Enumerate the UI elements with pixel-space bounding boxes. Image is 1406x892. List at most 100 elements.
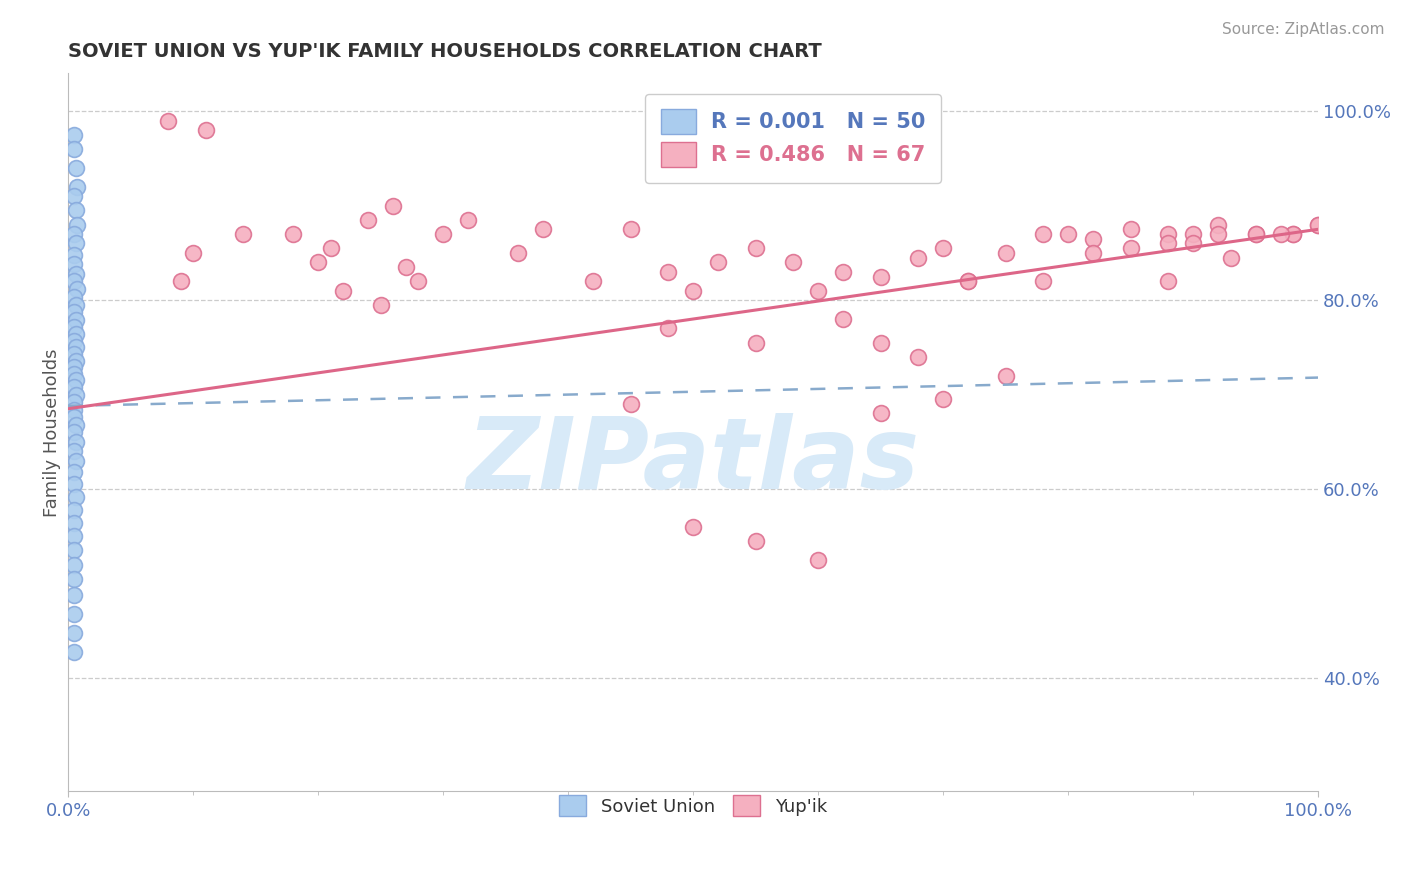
Point (63, 410, 86, 425)
Point (932, 392, 955, 407)
Point (63, 588, 86, 602)
Y-axis label: Family Households: Family Households (44, 348, 60, 516)
Point (357, 212, 380, 227)
Point (1157, 227, 1180, 241)
Point (181, 246, 204, 260)
Point (63, 572, 86, 586)
Point (307, 255, 329, 269)
Point (506, 246, 529, 260)
Point (1119, 241, 1142, 255)
Point (1308, 218, 1330, 232)
Point (63, 189, 86, 203)
Point (65, 161, 87, 175)
Point (432, 227, 454, 241)
Point (66, 282, 89, 296)
Point (457, 212, 479, 227)
Point (657, 265, 679, 279)
Point (1244, 227, 1267, 241)
Point (65, 267, 87, 281)
Point (319, 241, 342, 255)
Point (1032, 227, 1054, 241)
Point (63, 503, 86, 517)
Point (63, 380, 86, 394)
Point (63, 465, 86, 479)
Point (65, 453, 87, 467)
Point (994, 246, 1017, 260)
Point (869, 335, 891, 350)
Point (65, 490, 87, 504)
Point (66, 218, 89, 232)
Point (620, 397, 643, 411)
Point (382, 199, 405, 213)
Point (1157, 274, 1180, 288)
Point (869, 407, 891, 421)
Point (994, 368, 1017, 383)
Point (63, 274, 86, 288)
Point (907, 251, 929, 265)
Point (65, 373, 87, 387)
Point (707, 255, 730, 269)
Point (394, 260, 416, 274)
Point (63, 142, 86, 156)
Point (63, 319, 86, 334)
Point (1081, 232, 1104, 246)
Point (1282, 227, 1305, 241)
Point (1270, 227, 1292, 241)
Point (1308, 218, 1330, 232)
Point (582, 274, 605, 288)
Point (63, 607, 86, 621)
Point (63, 257, 86, 271)
Point (807, 284, 830, 298)
Point (63, 227, 86, 241)
Point (281, 227, 304, 241)
Text: Source: ZipAtlas.com: Source: ZipAtlas.com (1222, 22, 1385, 37)
Text: ZIPatlas: ZIPatlas (467, 413, 920, 509)
Legend: Soviet Union, Yup'ik: Soviet Union, Yup'ik (550, 787, 837, 825)
Point (682, 520, 704, 534)
Point (932, 241, 955, 255)
Point (869, 269, 891, 284)
Point (63, 395, 86, 409)
Point (63, 305, 86, 319)
Point (332, 284, 354, 298)
Point (63, 334, 86, 348)
Point (65, 353, 87, 368)
Point (1206, 218, 1229, 232)
Point (65, 387, 87, 401)
Point (63, 529, 86, 543)
Point (744, 335, 766, 350)
Point (63, 248, 86, 262)
Point (63, 644, 86, 658)
Text: SOVIET UNION VS YUP'IK FAMILY HOUSEHOLDS CORRELATION CHART: SOVIET UNION VS YUP'IK FAMILY HOUSEHOLDS… (67, 42, 823, 61)
Point (1081, 246, 1104, 260)
Point (232, 227, 254, 241)
Point (63, 290, 86, 304)
Point (1244, 227, 1267, 241)
Point (63, 543, 86, 558)
Point (832, 312, 855, 326)
Point (63, 425, 86, 440)
Point (65, 203, 87, 218)
Point (65, 236, 87, 251)
Point (782, 255, 804, 269)
Point (370, 298, 392, 312)
Point (957, 274, 980, 288)
Point (620, 222, 643, 236)
Point (1282, 227, 1305, 241)
Point (657, 321, 679, 335)
Point (169, 274, 191, 288)
Point (1119, 222, 1142, 236)
Point (65, 298, 87, 312)
Point (531, 222, 554, 236)
Point (807, 553, 830, 567)
Point (63, 360, 86, 375)
Point (63, 128, 86, 142)
Point (832, 265, 855, 279)
Point (63, 558, 86, 572)
Point (1182, 227, 1205, 241)
Point (1057, 227, 1080, 241)
Point (65, 340, 87, 354)
Point (63, 367, 86, 381)
Point (63, 516, 86, 530)
Point (406, 274, 429, 288)
